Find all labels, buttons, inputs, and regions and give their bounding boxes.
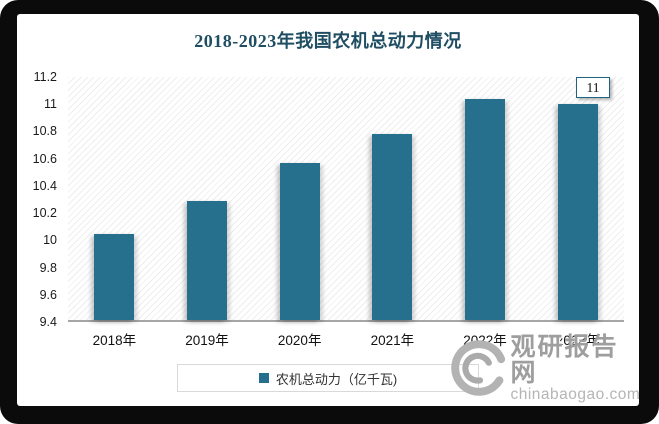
y-axis: 11.2 11 10.8 10.6 10.4 10.2 10 9.8 9.6 9.4: [17, 70, 63, 329]
watermark: 观研报告网 chinabaogao.com: [450, 334, 642, 403]
x-label-2019年: 2019年: [185, 333, 229, 348]
x-label-2020年: 2020年: [277, 333, 322, 348]
bar-2021年: [372, 133, 413, 320]
y-tick: 11.2: [33, 70, 57, 84]
y-tick: 9.4: [39, 315, 57, 329]
bar-2018年: [94, 233, 135, 320]
y-tick: 10: [43, 233, 57, 248]
y-tick: 10.4: [32, 178, 57, 193]
bar-2023年: [557, 104, 598, 320]
y-tick: 9.8: [39, 260, 57, 275]
legend-swatch: [258, 373, 269, 383]
bar-2020年: [279, 163, 320, 320]
bars: [68, 77, 624, 320]
y-tick: 10.6: [32, 151, 57, 166]
x-axis: 2018年 2019年 2020年 2021年 2022年 2023年: [68, 329, 624, 349]
y-tick: 10.2: [32, 206, 57, 221]
watermark-domain: chinabaogao.com: [510, 385, 641, 403]
legend: 农机总动力（亿千瓦): [177, 364, 479, 392]
chart-canvas: 2018-2023年我国农机总动力情况 11.2 11 10.8 10.6 10.4 10…: [17, 14, 642, 406]
y-tick: 11: [44, 97, 57, 112]
y-tick: 9.6: [39, 287, 57, 302]
watermark-logo-icon: [451, 340, 506, 397]
legend-label: 农机总动力（亿千瓦): [275, 371, 398, 387]
x-label-2021年: 2021年: [370, 333, 415, 348]
chart-title: 2018-2023年我国农机总动力情况: [194, 31, 462, 51]
plot-area: 11: [68, 77, 624, 322]
bar-2022年: [465, 98, 506, 320]
y-tick: 10.8: [32, 124, 57, 139]
watermark-brand: 观研报告网: [510, 333, 619, 388]
x-label-2023年: 2023年: [555, 333, 600, 348]
data-label-box: 11: [576, 77, 610, 98]
bar-2019年: [187, 201, 227, 320]
x-label-2018年: 2018年: [92, 333, 137, 348]
